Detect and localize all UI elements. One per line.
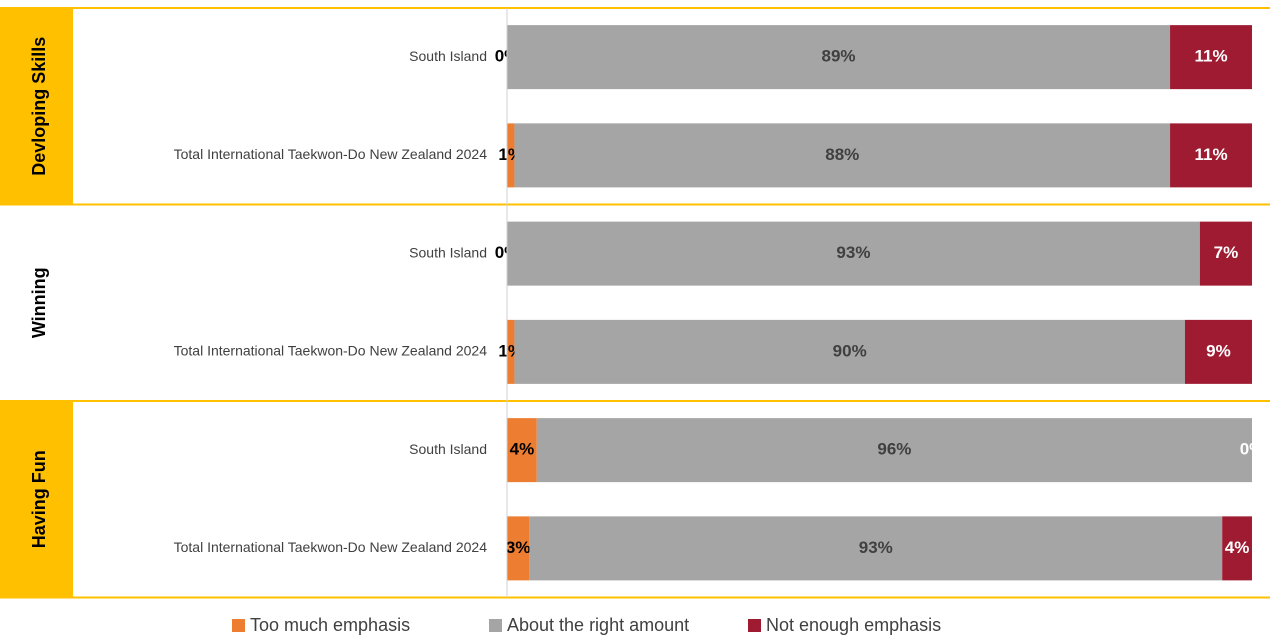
value-label: 11% — [1194, 47, 1227, 66]
legend-swatch — [232, 619, 245, 632]
bar-segment — [529, 516, 1223, 581]
legend-label: Too much emphasis — [250, 615, 410, 635]
group-label: Winning — [29, 267, 49, 338]
value-label: 90% — [833, 341, 867, 360]
value-label: 4% — [510, 440, 535, 459]
group-band — [0, 401, 73, 598]
value-label: 7% — [1214, 243, 1239, 262]
bar-segment — [1199, 221, 1252, 286]
value-label: 88% — [825, 145, 859, 164]
legend-swatch — [489, 619, 502, 632]
value-label: 9% — [1206, 341, 1231, 360]
legend-label: About the right amount — [507, 615, 689, 635]
bar-segment — [1170, 25, 1252, 90]
legend-label: Not enough emphasis — [766, 615, 941, 635]
bar-segment — [507, 25, 1171, 90]
legend-swatch — [748, 619, 761, 632]
value-label: 93% — [859, 538, 893, 557]
category-label: Total International Taekwon-Do New Zeala… — [174, 146, 488, 162]
group-label: Having Fun — [29, 450, 49, 548]
bar-segment — [1184, 319, 1252, 384]
category-label: Total International Taekwon-Do New Zeala… — [174, 343, 488, 359]
bar-segment — [507, 418, 537, 483]
bar-segment — [536, 418, 1252, 483]
value-label: 4% — [1225, 538, 1250, 557]
value-label: 3% — [506, 538, 531, 557]
value-label: 93% — [836, 243, 870, 262]
value-label: 0% — [1240, 440, 1265, 459]
value-label: 89% — [822, 47, 856, 66]
category-label: South Island — [409, 48, 487, 64]
category-label: South Island — [409, 244, 487, 260]
bar-segment — [507, 221, 1200, 286]
category-label: South Island — [409, 441, 487, 457]
bar-segment — [1222, 516, 1252, 581]
category-label: Total International Taekwon-Do New Zeala… — [174, 539, 488, 555]
bar-segment — [507, 123, 515, 188]
bar-segment — [507, 516, 530, 581]
bar-segment — [514, 123, 1171, 188]
group-label: Devloping Skills — [29, 37, 49, 176]
value-label: 96% — [877, 440, 911, 459]
bar-segment — [514, 319, 1185, 384]
value-label: 11% — [1194, 145, 1227, 164]
bar-segment — [507, 319, 515, 384]
bar-segment — [1170, 123, 1252, 188]
group-band — [0, 8, 73, 205]
